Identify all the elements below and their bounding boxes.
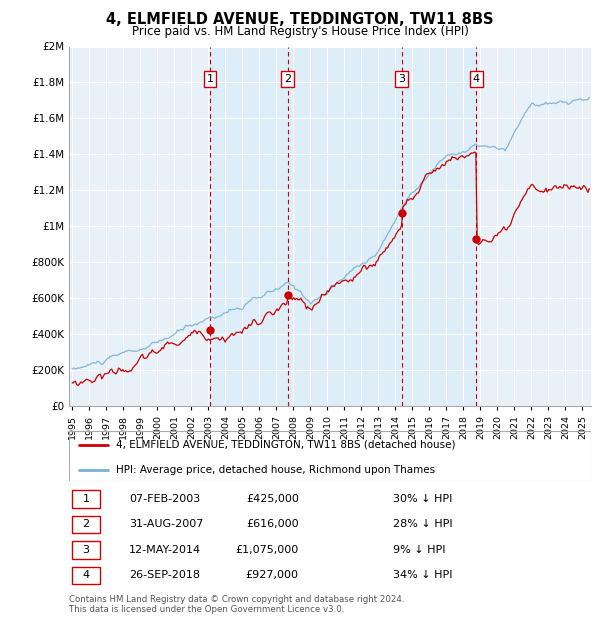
Text: 4: 4 [82, 570, 89, 580]
Text: 30% ↓ HPI: 30% ↓ HPI [392, 494, 452, 504]
Text: 2: 2 [284, 74, 292, 84]
Text: 2: 2 [82, 520, 89, 529]
Text: 4, ELMFIELD AVENUE, TEDDINGTON, TW11 8BS (detached house): 4, ELMFIELD AVENUE, TEDDINGTON, TW11 8BS… [116, 440, 455, 450]
Text: 1: 1 [206, 74, 214, 84]
Text: HPI: Average price, detached house, Richmond upon Thames: HPI: Average price, detached house, Rich… [116, 464, 435, 474]
Text: 34% ↓ HPI: 34% ↓ HPI [392, 570, 452, 580]
Text: 07-FEB-2003: 07-FEB-2003 [129, 494, 200, 504]
FancyBboxPatch shape [71, 567, 100, 584]
FancyBboxPatch shape [71, 541, 100, 559]
Bar [210, 46, 476, 406]
Text: Contains HM Land Registry data © Crown copyright and database right 2024.: Contains HM Land Registry data © Crown c… [69, 595, 404, 604]
Text: 4, ELMFIELD AVENUE, TEDDINGTON, TW11 8BS: 4, ELMFIELD AVENUE, TEDDINGTON, TW11 8BS [106, 12, 494, 27]
Text: 4: 4 [473, 74, 480, 84]
Text: This data is licensed under the Open Government Licence v3.0.: This data is licensed under the Open Gov… [69, 605, 344, 614]
Text: £425,000: £425,000 [246, 494, 299, 504]
Text: £616,000: £616,000 [246, 520, 299, 529]
Text: 28% ↓ HPI: 28% ↓ HPI [392, 520, 452, 529]
Text: Price paid vs. HM Land Registry's House Price Index (HPI): Price paid vs. HM Land Registry's House … [131, 25, 469, 38]
Text: 3: 3 [398, 74, 405, 84]
Text: 3: 3 [82, 545, 89, 555]
Text: 1: 1 [82, 494, 89, 504]
Text: 26-SEP-2018: 26-SEP-2018 [129, 570, 200, 580]
Text: 9% ↓ HPI: 9% ↓ HPI [392, 545, 445, 555]
FancyBboxPatch shape [71, 490, 100, 508]
Text: £927,000: £927,000 [245, 570, 299, 580]
Text: £1,075,000: £1,075,000 [235, 545, 299, 555]
FancyBboxPatch shape [71, 515, 100, 533]
Text: 31-AUG-2007: 31-AUG-2007 [129, 520, 203, 529]
Text: 12-MAY-2014: 12-MAY-2014 [129, 545, 201, 555]
